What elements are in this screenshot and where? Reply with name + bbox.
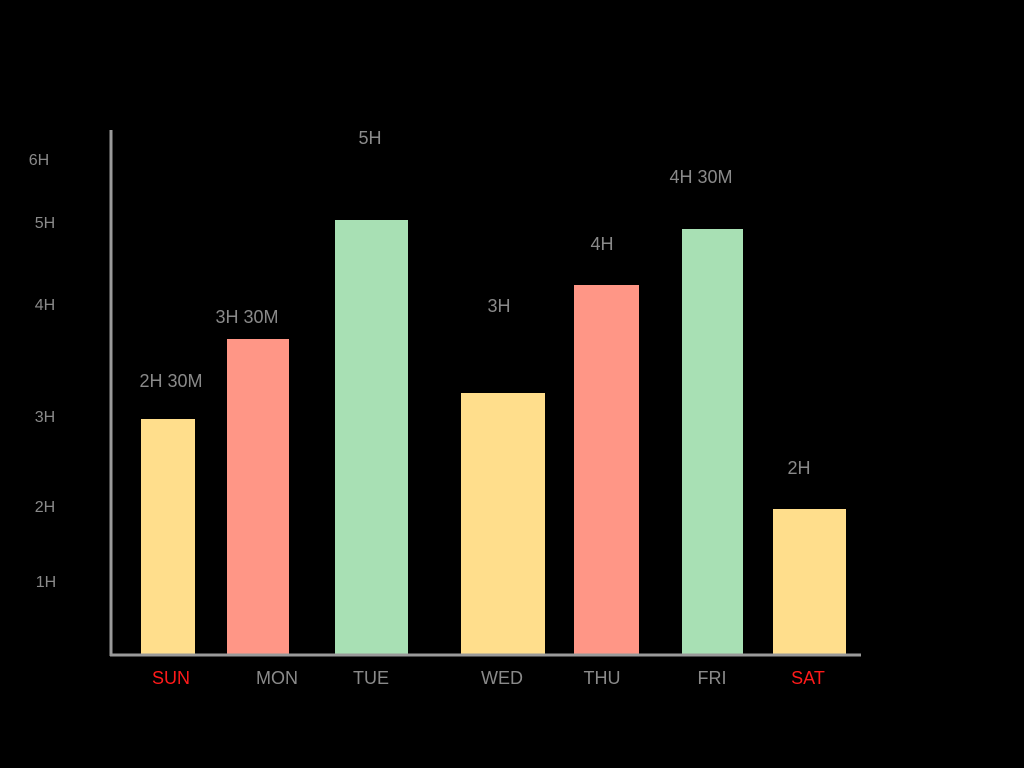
bar-fri	[682, 229, 743, 655]
x-tick-label-sat: SAT	[791, 668, 825, 688]
bar-thu	[574, 285, 639, 655]
value-label-tue: 5H	[358, 128, 381, 148]
labels-layer: 1H 2H 3H 4H 5H 6H 2H 30M 3H 30M 5H 3H 4H 4H 30M 2H SU…	[29, 128, 825, 688]
y-tick-label: 5H	[35, 215, 55, 232]
value-label-sun: 2H 30M	[139, 371, 202, 391]
y-tick-label: 2H	[35, 499, 55, 516]
axes-layer	[109, 130, 861, 657]
x-tick-label-mon: MON	[256, 668, 298, 688]
x-tick-label-fri: FRI	[698, 668, 727, 688]
value-label-fri: 4H 30M	[669, 167, 732, 187]
x-tick-label-sun: SUN	[152, 668, 190, 688]
value-label-sat: 2H	[787, 458, 810, 478]
value-label-wed: 3H	[487, 296, 510, 316]
x-tick-label-wed: WED	[481, 668, 523, 688]
bar-sun	[141, 419, 195, 655]
value-label-mon: 3H 30M	[215, 307, 278, 327]
bar-sat	[773, 509, 846, 655]
bars-layer	[141, 220, 846, 655]
bar-wed	[461, 393, 545, 655]
x-tick-label-thu: THU	[584, 668, 621, 688]
x-tick-label-tue: TUE	[353, 668, 389, 688]
y-tick-label: 3H	[35, 409, 55, 426]
bar-tue	[335, 220, 408, 655]
y-tick-label: 6H	[29, 152, 49, 169]
bar-mon	[227, 339, 289, 655]
value-label-thu: 4H	[590, 234, 613, 254]
y-tick-label: 4H	[35, 297, 55, 314]
y-tick-label: 1H	[36, 574, 56, 591]
